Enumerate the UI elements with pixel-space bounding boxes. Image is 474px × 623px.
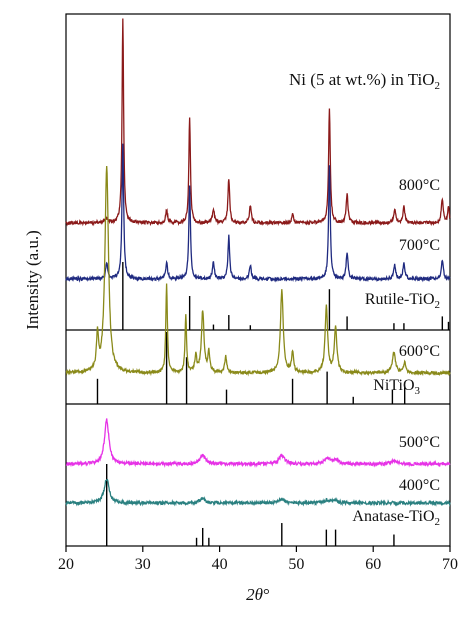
x-ticks-layer: 20 30 40 50 60 70 xyxy=(58,546,458,573)
reference-lines-layer xyxy=(96,262,450,546)
series-line-400c xyxy=(65,478,451,507)
x-tick-label-50: 50 xyxy=(288,556,304,573)
x-axis-label-superscript: ° xyxy=(263,585,270,604)
series-label-600: 600°C xyxy=(399,343,440,360)
reference-label-rutile: Rutile-TiO2 xyxy=(365,291,440,311)
chart-title-subscript: 2 xyxy=(435,80,441,92)
y-axis-label: Intensity (a.u.) xyxy=(23,230,42,330)
reference-label-nitio3: NiTiO3 xyxy=(373,377,420,397)
series-label-800: 800°C xyxy=(399,177,440,194)
x-tick-label-40: 40 xyxy=(212,556,228,573)
x-axis-label: 2θ° xyxy=(246,585,270,604)
series-label-700: 700°C xyxy=(399,237,440,254)
reference-label-anatase-main: Anatase-TiO xyxy=(352,508,434,525)
chart-title: Ni (5 at wt.%) in TiO2 xyxy=(289,70,440,92)
series-line-800c xyxy=(65,18,451,227)
reference-label-rutile-main: Rutile-TiO xyxy=(365,291,435,308)
reference-label-nitio3-subscript: 3 xyxy=(415,385,421,397)
series-line-700c xyxy=(65,143,451,283)
reference-label-rutile-subscript: 2 xyxy=(435,299,441,311)
x-tick-label-60: 60 xyxy=(365,556,381,573)
series-line-600c xyxy=(65,165,451,377)
x-tick-label-30: 30 xyxy=(135,556,151,573)
series-label-500: 500°C xyxy=(399,434,440,451)
x-tick-label-70: 70 xyxy=(442,556,458,573)
reference-label-nitio3-main: NiTiO xyxy=(373,377,414,394)
chart-title-main: Ni (5 at wt.%) in TiO xyxy=(289,70,434,89)
x-tick-label-20: 20 xyxy=(58,556,74,573)
series-line-500c xyxy=(65,418,451,468)
reference-label-anatase-subscript: 2 xyxy=(435,516,441,528)
series-layer xyxy=(65,18,451,507)
x-axis-label-main: 2θ xyxy=(246,585,263,604)
reference-label-anatase: Anatase-TiO2 xyxy=(352,508,440,528)
series-label-400: 400°C xyxy=(399,477,440,494)
